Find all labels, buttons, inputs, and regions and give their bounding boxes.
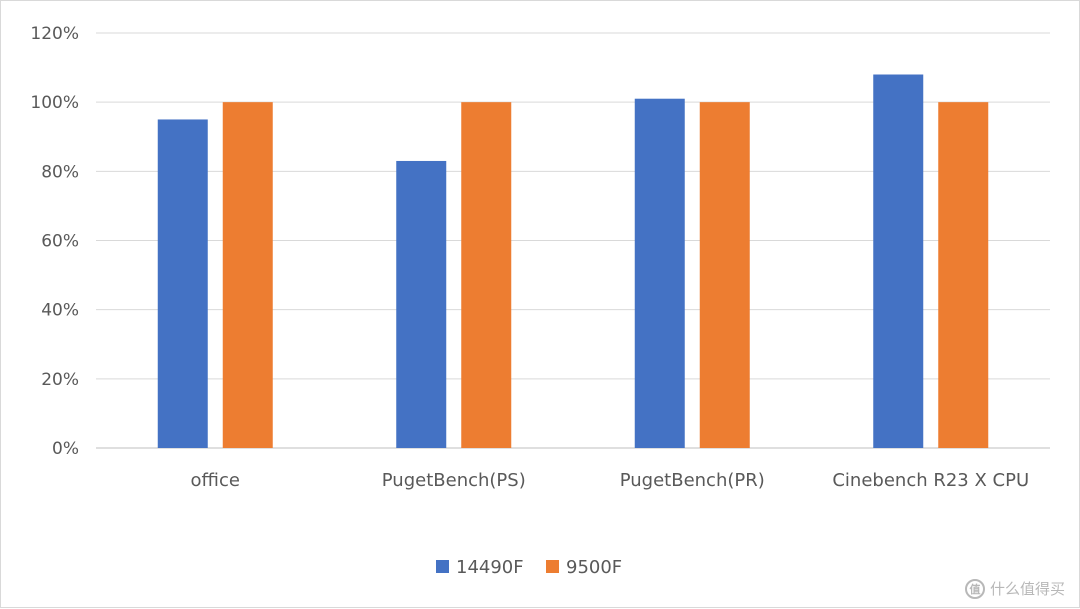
legend-swatch-9500F bbox=[546, 560, 559, 573]
bar-14490F-Cinebench R23 X CPU bbox=[873, 74, 924, 448]
legend: 14490F 9500F bbox=[436, 557, 622, 578]
bar-14490F-office bbox=[157, 119, 208, 448]
y-tick-label: 120% bbox=[30, 24, 79, 44]
y-tick-label: 40% bbox=[41, 301, 79, 321]
x-category-label: PugetBench(PR) bbox=[620, 470, 765, 491]
x-category-label: Cinebench R23 X CPU bbox=[832, 470, 1029, 491]
bar-9500F-office bbox=[222, 102, 273, 449]
legend-swatch-14490F bbox=[436, 560, 449, 573]
bar-9500F-Cinebench R23 X CPU bbox=[938, 102, 989, 449]
y-tick-label: 0% bbox=[52, 439, 79, 459]
y-tick-label: 60% bbox=[41, 232, 79, 252]
watermark: 值 什么值得买 bbox=[964, 578, 1065, 599]
y-axis-ticks: 0% 20% 40% 60% 80% 100% 120% bbox=[30, 24, 79, 459]
legend-label-14490F: 14490F bbox=[456, 557, 524, 578]
y-tick-label: 80% bbox=[41, 162, 79, 182]
y-tick-label: 20% bbox=[41, 370, 79, 390]
bar-14490F-PugetBench(PR) bbox=[634, 98, 685, 448]
legend-label-9500F: 9500F bbox=[566, 557, 622, 578]
x-axis-categories: office PugetBench(PS) PugetBench(PR) Cinebe… bbox=[191, 470, 1030, 491]
bar-14490F-PugetBench(PS) bbox=[396, 160, 447, 449]
bars bbox=[157, 74, 989, 449]
bar-9500F-PugetBench(PR) bbox=[699, 102, 750, 449]
zhi-badge-icon: 值 bbox=[964, 578, 985, 599]
y-tick-label: 100% bbox=[30, 93, 79, 113]
x-category-label: PugetBench(PS) bbox=[382, 470, 526, 491]
bar-9500F-PugetBench(PS) bbox=[461, 102, 512, 449]
x-category-label: office bbox=[191, 470, 240, 491]
watermark-text: 什么值得买 bbox=[989, 580, 1065, 598]
